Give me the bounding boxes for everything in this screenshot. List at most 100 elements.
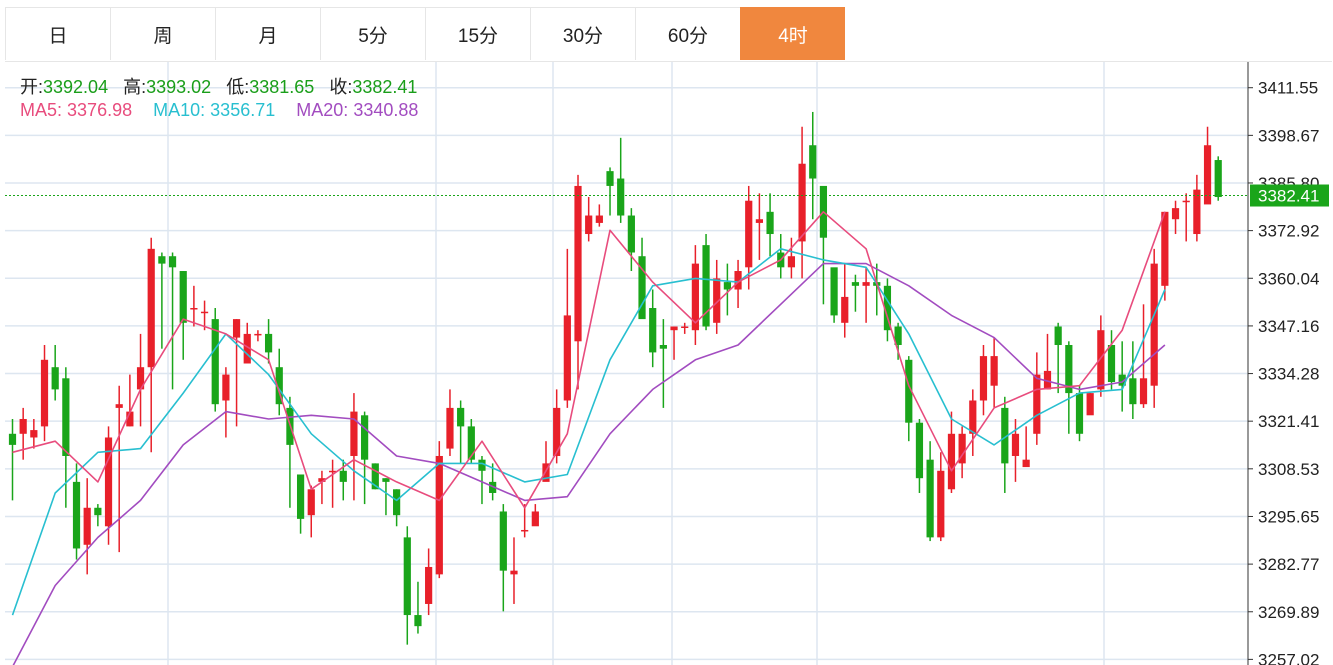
candle-body [136,367,145,390]
y-tick-label: 3360.04 [1258,269,1319,288]
high-label: 高: [123,77,147,97]
candle-body [94,507,102,516]
candle-body [617,178,625,216]
candle-body [158,256,166,264]
candle-body [1129,378,1137,405]
candle-body [969,400,977,434]
candle-body [1150,263,1158,386]
candle-body [168,256,177,268]
candle-body [350,411,358,456]
candle-body [894,326,902,346]
candle-body [499,511,507,571]
candle-body [883,285,892,331]
candle-body [926,459,934,538]
candle-body [275,367,283,405]
candle-body [1086,393,1094,416]
candle-body [457,407,465,427]
candle-body [766,211,774,235]
candle-body [467,426,475,460]
high-value: 3393.02 [146,77,212,97]
candle-body [393,489,401,516]
candle-body [979,356,988,401]
close-value: 3382.41 [352,77,418,97]
candle-body [1171,208,1180,220]
tab-15min[interactable]: 15分 [425,7,530,60]
candle-body [585,215,593,235]
candle-body [702,245,710,327]
candle-body [958,433,966,464]
tab-30min[interactable]: 30分 [530,7,635,60]
ma20-label: MA20: [296,100,349,120]
candle-body [179,271,187,323]
candle-body [1193,189,1201,235]
candle-body [446,407,454,449]
candle-body [83,507,91,545]
candle-body [841,296,849,323]
candle-body [1054,326,1062,346]
y-tick-label: 3334.28 [1258,365,1319,384]
tab-4hour[interactable]: 4时 [740,7,845,60]
ma5-label: MA5: [20,100,63,120]
candle-body [659,345,667,349]
candle-body [147,248,155,368]
ma-info: MA5: 3376.98 MA10: 3356.71 MA20: 3340.88 [20,100,418,121]
y-tick-label: 3321.41 [1258,412,1319,431]
y-tick-label: 3372.92 [1258,222,1319,241]
candle-body [830,267,838,316]
candle-body [478,459,486,471]
candle-body [574,185,582,342]
candle-body [755,219,763,223]
y-tick-label: 3295.65 [1258,507,1319,526]
candle-body [937,470,945,538]
candle-body [1118,374,1126,386]
candle-body [681,326,689,329]
candle-body [1043,370,1052,390]
tab-day[interactable]: 日 [5,7,110,60]
tab-5min[interactable]: 5分 [320,7,425,60]
candle-body [915,422,924,479]
open-value: 3392.04 [43,77,109,97]
close-label: 收: [329,77,353,97]
ohlc-info: 开:3392.04 高:3393.02 低:3381.65 收:3382.41 [20,73,427,99]
low-label: 低: [226,77,250,97]
y-tick-label: 3308.53 [1258,460,1319,479]
candle-body [1161,211,1169,286]
candle-body [329,470,337,473]
candle-body [1011,433,1020,456]
candle-body [1097,330,1105,390]
candle-body [531,511,539,527]
candle-body [254,333,262,336]
ma5-line [12,211,1166,509]
candle-body [713,278,721,323]
candle-body [72,481,81,549]
candle-body [414,615,422,627]
candle-body [723,282,731,290]
candle-body [200,311,209,314]
candle-body [1182,200,1190,203]
tab-week[interactable]: 周 [110,7,215,60]
candle-body [1075,393,1084,434]
candle-body [232,319,241,338]
candle-body [403,537,411,616]
candle-body [339,470,347,482]
ma20-value: 3340.88 [353,100,419,120]
y-tick-label: 3282.77 [1258,555,1319,574]
ma5-value: 3376.98 [67,100,133,120]
tab-60min[interactable]: 60分 [635,7,740,60]
tab-month[interactable]: 月 [215,7,320,60]
candle-body [542,463,550,482]
candle-body [563,315,571,401]
candle-body [851,282,860,286]
candle-body [8,433,17,445]
low-value: 3381.65 [249,77,315,97]
candle-body [307,489,315,516]
candle-body [126,411,134,427]
candle-body [19,418,27,434]
candle-body [1107,345,1116,382]
candle-body [371,463,379,490]
candle-body [905,359,913,423]
candle-body [521,529,529,532]
candle-body [318,478,326,482]
candle-body [691,263,699,331]
candle-body [649,308,657,353]
